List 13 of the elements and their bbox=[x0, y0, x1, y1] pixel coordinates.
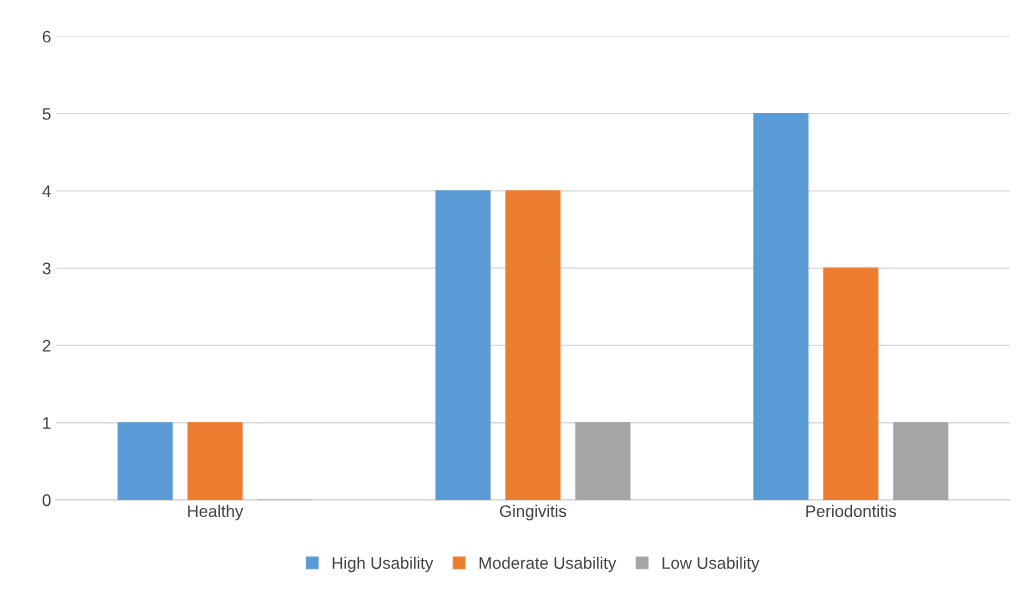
y-tick-label: 2 bbox=[42, 339, 51, 352]
y-tick-label: 3 bbox=[42, 262, 51, 275]
x-tick-label: Healthy bbox=[188, 504, 244, 521]
legend-label: High Usability bbox=[332, 556, 434, 573]
x-tick-label: Periodontitis bbox=[806, 504, 897, 518]
y-tick-label: 6 bbox=[42, 30, 51, 43]
y-tick-label: 1 bbox=[43, 417, 51, 429]
y-tick-label: 0 bbox=[42, 494, 51, 507]
y-tick-label: 5 bbox=[42, 108, 51, 120]
legend-label: Low Usability bbox=[662, 556, 760, 573]
legend-label: Moderate Usability bbox=[479, 556, 617, 573]
y-tick-label: 4 bbox=[42, 185, 51, 197]
x-tick-label: Gingivitis bbox=[499, 504, 567, 521]
